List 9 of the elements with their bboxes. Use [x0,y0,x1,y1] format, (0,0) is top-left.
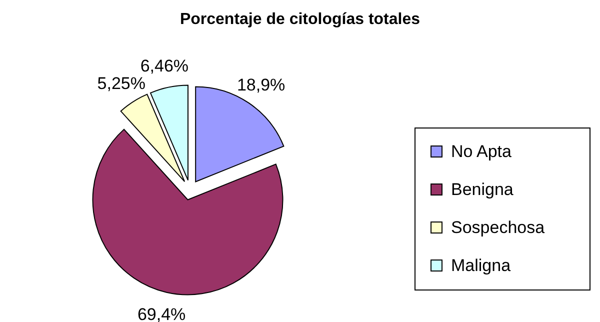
data-label: 69,4% [137,304,186,322]
legend-label: Sospechosa [451,218,546,237]
data-label: 5,25% [97,74,146,94]
data-label: 6,46% [140,56,189,76]
legend-label: Maligna [451,256,512,275]
chart-title: Porcentaje de citologías totales [180,11,420,28]
legend-label: Benigna [451,180,514,199]
legend-label: No Apta [451,142,512,161]
data-label: 18,9% [236,76,286,95]
